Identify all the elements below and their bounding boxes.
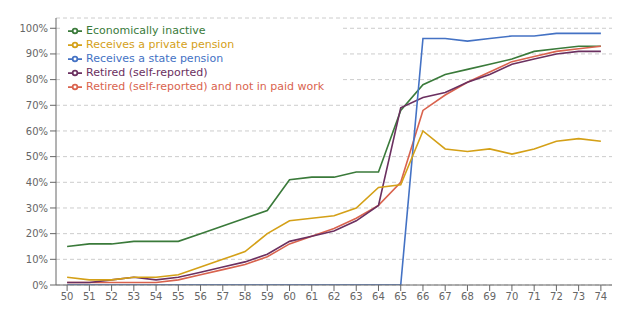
svg-text:0%: 0% — [32, 280, 48, 291]
svg-text:60: 60 — [283, 291, 296, 302]
svg-text:71: 71 — [528, 291, 541, 302]
svg-text:53: 53 — [127, 291, 140, 302]
svg-text:50: 50 — [61, 291, 74, 302]
svg-text:20%: 20% — [26, 228, 48, 239]
svg-text:50%: 50% — [26, 151, 48, 162]
svg-text:54: 54 — [150, 291, 163, 302]
svg-text:10%: 10% — [26, 254, 48, 265]
svg-text:70: 70 — [506, 291, 519, 302]
svg-text:72: 72 — [550, 291, 563, 302]
svg-text:56: 56 — [194, 291, 207, 302]
svg-text:80%: 80% — [26, 74, 48, 85]
svg-text:73: 73 — [572, 291, 585, 302]
svg-text:52: 52 — [105, 291, 118, 302]
svg-text:58: 58 — [239, 291, 252, 302]
svg-text:100%: 100% — [19, 23, 48, 34]
svg-text:70%: 70% — [26, 100, 48, 111]
html-text:Receives a state pension: Receives a state pension — [86, 52, 224, 65]
svg-text:66: 66 — [417, 291, 430, 302]
svg-text:40%: 40% — [26, 177, 48, 188]
svg-text:60%: 60% — [26, 126, 48, 137]
svg-text:67: 67 — [439, 291, 452, 302]
svg-text:62: 62 — [328, 291, 341, 302]
svg-text:61: 61 — [305, 291, 318, 302]
svg-text:68: 68 — [461, 291, 474, 302]
svg-text:65: 65 — [394, 291, 407, 302]
svg-text:63: 63 — [350, 291, 363, 302]
svg-text:59: 59 — [261, 291, 274, 302]
svg-text:64: 64 — [372, 291, 385, 302]
svg-text:57: 57 — [216, 291, 229, 302]
html-text:Receives a private pension: Receives a private pension — [86, 38, 235, 51]
svg-text:30%: 30% — [26, 203, 48, 214]
svg-text:69: 69 — [483, 291, 496, 302]
html-text:Retired (self-reported): Retired (self-reported) — [86, 66, 208, 79]
html-text:Retired (self-reported) and no: Retired (self-reported) and not in paid … — [86, 80, 325, 93]
svg-text:74: 74 — [595, 291, 608, 302]
svg-text:51: 51 — [83, 291, 96, 302]
svg-text:55: 55 — [172, 291, 185, 302]
html-text:Economically inactive: Economically inactive — [86, 24, 206, 37]
svg-text:90%: 90% — [26, 48, 48, 59]
